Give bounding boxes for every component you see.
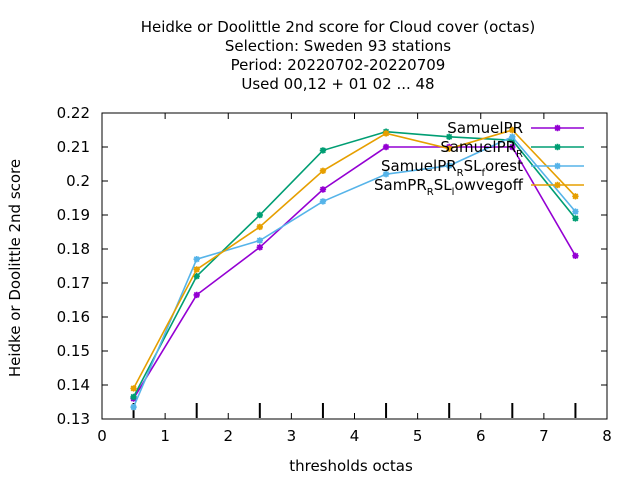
data-point-dot [446,134,452,140]
legend: SamuelPRSamuelPRRSamuelPRRSLforestSamPRR… [374,119,584,198]
title-line-1: Heidke or Doolittle 2nd score for Cloud … [141,18,536,36]
data-point-dot [572,193,579,199]
data-point-dot [194,273,200,279]
data-point-dot [320,147,326,153]
data-point-dot [554,182,561,188]
legend-item: SamuelPRR [440,138,584,160]
series-4 [130,126,579,392]
data-point-dot [383,171,389,177]
legend-item: SamuelPR [447,119,584,137]
data-point-dot [194,266,200,272]
data-point-dot [572,253,579,259]
data-point-dot [130,394,137,400]
x-tick-label: 7 [539,427,549,445]
legend-item: SamPRRSLlowvegoff [374,176,584,198]
data-point-dot [257,224,263,230]
data-point-dot [509,144,515,150]
x-tick-label: 5 [413,427,423,445]
data-point-dot [257,244,263,250]
data-point-dot [320,198,326,204]
y-tick-label: 0.21 [57,138,90,156]
y-tick-label: 0.18 [57,240,90,258]
series-line [132,129,577,389]
title-line-2: Selection: Sweden 93 stations [225,37,451,55]
y-tick-label: 0.15 [57,342,90,360]
y-tick-label: 0.14 [57,376,90,394]
data-point-dot [257,212,263,218]
x-tick-label: 3 [287,427,297,445]
y-tick-label: 0.13 [57,410,90,428]
chart-title: Heidke or Doolittle 2nd score for Cloud … [141,18,536,93]
legend-item: SamuelPRRSLforest [381,157,584,179]
data-point-dot [194,256,200,262]
legend-label: SamuelPRRSLforest [381,157,523,179]
title-line-4: Used 00,12 + 01 02 ... 48 [241,75,434,93]
x-tick-label: 2 [223,427,233,445]
data-point-dot [509,134,515,140]
legend-label: SamuelPRR [440,138,523,160]
x-tick-label: 1 [160,427,170,445]
data-point-dot [554,163,561,169]
y-tick-label: 0.19 [57,206,90,224]
legend-label: SamuelPR [447,119,523,137]
x-tick-label: 6 [476,427,486,445]
data-point-dot [446,146,452,152]
y-tick-label: 0.17 [57,274,90,292]
data-point-dot [554,144,561,150]
series-line [132,146,577,400]
data-point-dot [572,209,579,215]
data-point-dot [383,130,389,136]
data-point-dot [257,237,263,244]
x-tick-label: 4 [350,427,360,445]
series-2 [130,128,579,401]
data-point-dot [572,215,579,221]
series-layer [130,126,579,411]
data-point-dot [554,125,561,131]
axis-ticks: 0 1 2 3 4 5 6 7 8 0.13 0.14 0.15 0.16 0.17 0.18 0.19 0.2… [57,104,612,445]
x-tick-label: 8 [602,427,612,445]
data-point-dot [509,127,515,133]
y-tick-label: 0.2 [66,172,90,190]
data-point-dot [194,292,200,298]
data-point-dot [446,163,452,169]
data-point-dot [130,404,137,410]
x-axis-label: thresholds octas [289,457,413,475]
series-line [132,130,577,398]
data-point-dot [130,385,137,391]
data-point-dot [383,144,389,150]
y-tick-label: 0.22 [57,104,90,122]
title-line-3: Period: 20220702-20220709 [231,56,446,74]
series-3 [130,133,579,411]
y-axis-label: Heidke or Doolittle 2nd score [6,159,24,377]
data-point-dot [320,168,326,174]
y-tick-label: 0.16 [57,308,90,326]
data-point-dot [320,186,326,193]
series-line [132,135,577,408]
legend-label: SamPRRSLlowvegoff [374,176,524,198]
x-tick-label: 0 [97,427,107,445]
